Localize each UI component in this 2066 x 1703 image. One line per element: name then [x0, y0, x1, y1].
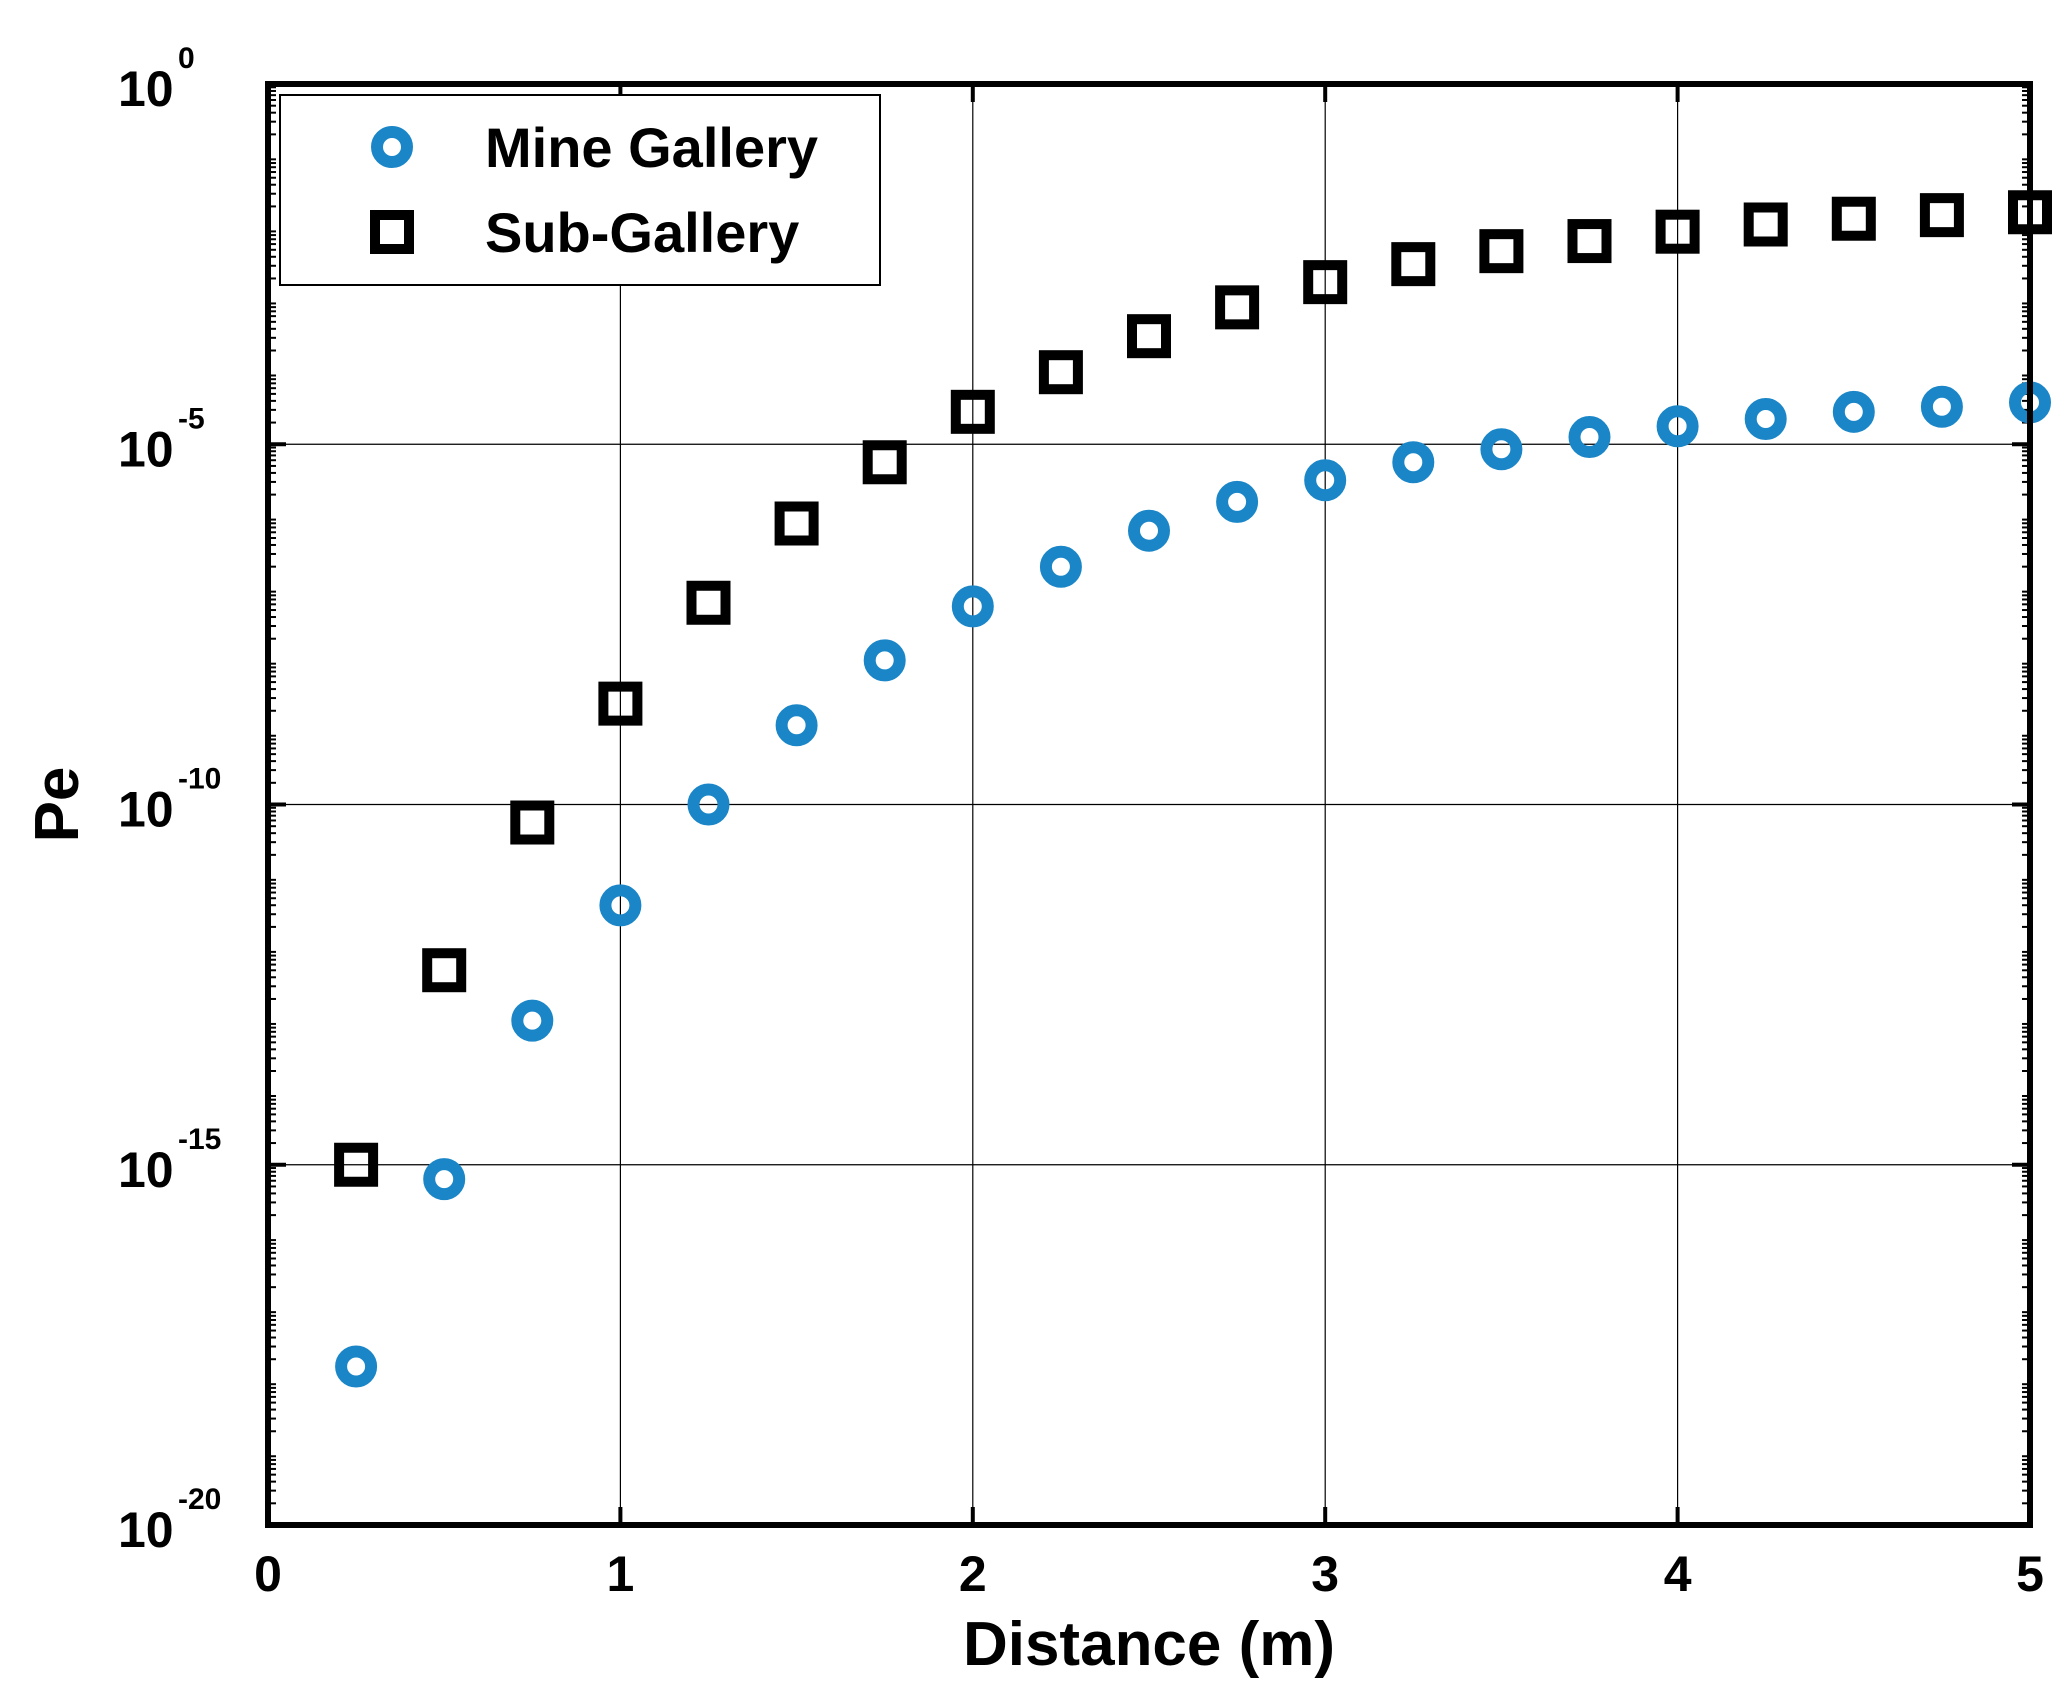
sub-gallery-point	[422, 948, 467, 993]
legend-label: Mine Gallery	[485, 116, 818, 179]
sub-gallery-point	[1391, 242, 1436, 287]
y-tick-label: 10-10	[118, 763, 221, 838]
mine-gallery-point	[1744, 398, 1787, 441]
sub-gallery-point	[1479, 229, 1524, 274]
y-tick-base: 10	[118, 1502, 174, 1558]
y-tick-label: 10-15	[118, 1123, 221, 1198]
mine-gallery-point	[1832, 390, 1875, 433]
x-axis-label: Distance (m)	[963, 1610, 1335, 1679]
x-tick-label: 2	[959, 1546, 987, 1602]
legend-label: Sub-Gallery	[485, 201, 799, 264]
y-tick-exponent: -15	[178, 1123, 221, 1156]
sub-gallery-point	[598, 681, 643, 726]
mine-gallery-point	[1304, 459, 1347, 502]
sub-gallery-point	[1655, 209, 1700, 254]
sub-gallery-point	[1831, 196, 1876, 241]
y-tick-exponent: -20	[178, 1483, 221, 1516]
y-tick-base: 10	[118, 61, 174, 117]
mine-gallery-point	[1128, 509, 1170, 552]
legend-marker-square	[370, 210, 414, 254]
legend-entry: Mine Gallery	[371, 116, 818, 179]
mine-gallery-point	[599, 884, 642, 927]
sub-gallery-point	[510, 800, 555, 845]
sub-gallery-point	[1127, 314, 1171, 359]
sub-gallery-point	[950, 389, 995, 434]
data-points	[334, 190, 2052, 1388]
legend-box	[279, 94, 881, 286]
x-tick-label: 0	[254, 1546, 282, 1602]
y-tick-base: 10	[118, 782, 174, 838]
y-tick-exponent: -10	[178, 763, 221, 796]
sub-gallery-point	[334, 1142, 379, 1187]
mine-gallery-point	[951, 585, 994, 628]
x-tick-label: 4	[1664, 1546, 1692, 1602]
legend-entry: Sub-Gallery	[370, 201, 799, 264]
mine-gallery-point	[1392, 441, 1435, 484]
sub-gallery-point	[1743, 202, 1788, 247]
x-tick-label: 5	[2016, 1546, 2044, 1602]
x-tick-label: 3	[1311, 1546, 1339, 1602]
x-tick-label: 1	[606, 1546, 634, 1602]
mine-gallery-point	[775, 704, 818, 747]
sub-gallery-point	[686, 580, 731, 625]
sub-gallery-point	[1303, 260, 1348, 305]
y-tick-label: 100	[118, 42, 195, 117]
x-tick-labels: 0 1 2 3 4 5	[254, 1546, 2044, 1602]
sub-gallery-point	[1919, 193, 1964, 238]
mine-gallery-point	[335, 1345, 378, 1388]
series-square	[334, 190, 2052, 1187]
sub-gallery-point	[774, 501, 819, 546]
y-tick-exponent: 0	[178, 42, 195, 75]
legend: Mine Gallery Sub-Gallery	[279, 94, 881, 286]
mine-gallery-point	[511, 999, 554, 1042]
mine-gallery-point	[863, 639, 906, 682]
mine-gallery-point	[423, 1158, 466, 1201]
legend-marker-circle	[371, 126, 413, 168]
sub-gallery-point	[1567, 219, 1612, 264]
sub-gallery-point	[1215, 285, 1260, 330]
mine-gallery-point	[1656, 405, 1699, 448]
y-axis-label: Pe	[23, 767, 92, 843]
mine-gallery-point	[1568, 416, 1611, 459]
y-tick-exponent: -5	[178, 402, 205, 435]
mine-gallery-point	[1216, 480, 1259, 523]
y-tick-label: 10-20	[118, 1483, 221, 1558]
sub-gallery-point	[862, 440, 907, 485]
y-tick-base: 10	[118, 421, 174, 477]
plot-frame	[265, 81, 2033, 1528]
sub-gallery-point	[1038, 350, 1083, 395]
mine-gallery-point	[1480, 428, 1523, 471]
y-tick-base: 10	[118, 1142, 174, 1198]
mine-gallery-point	[1039, 545, 1082, 588]
y-tick-label: 10-5	[118, 402, 205, 477]
mine-gallery-point	[1920, 385, 1963, 428]
mine-gallery-point	[687, 783, 730, 826]
